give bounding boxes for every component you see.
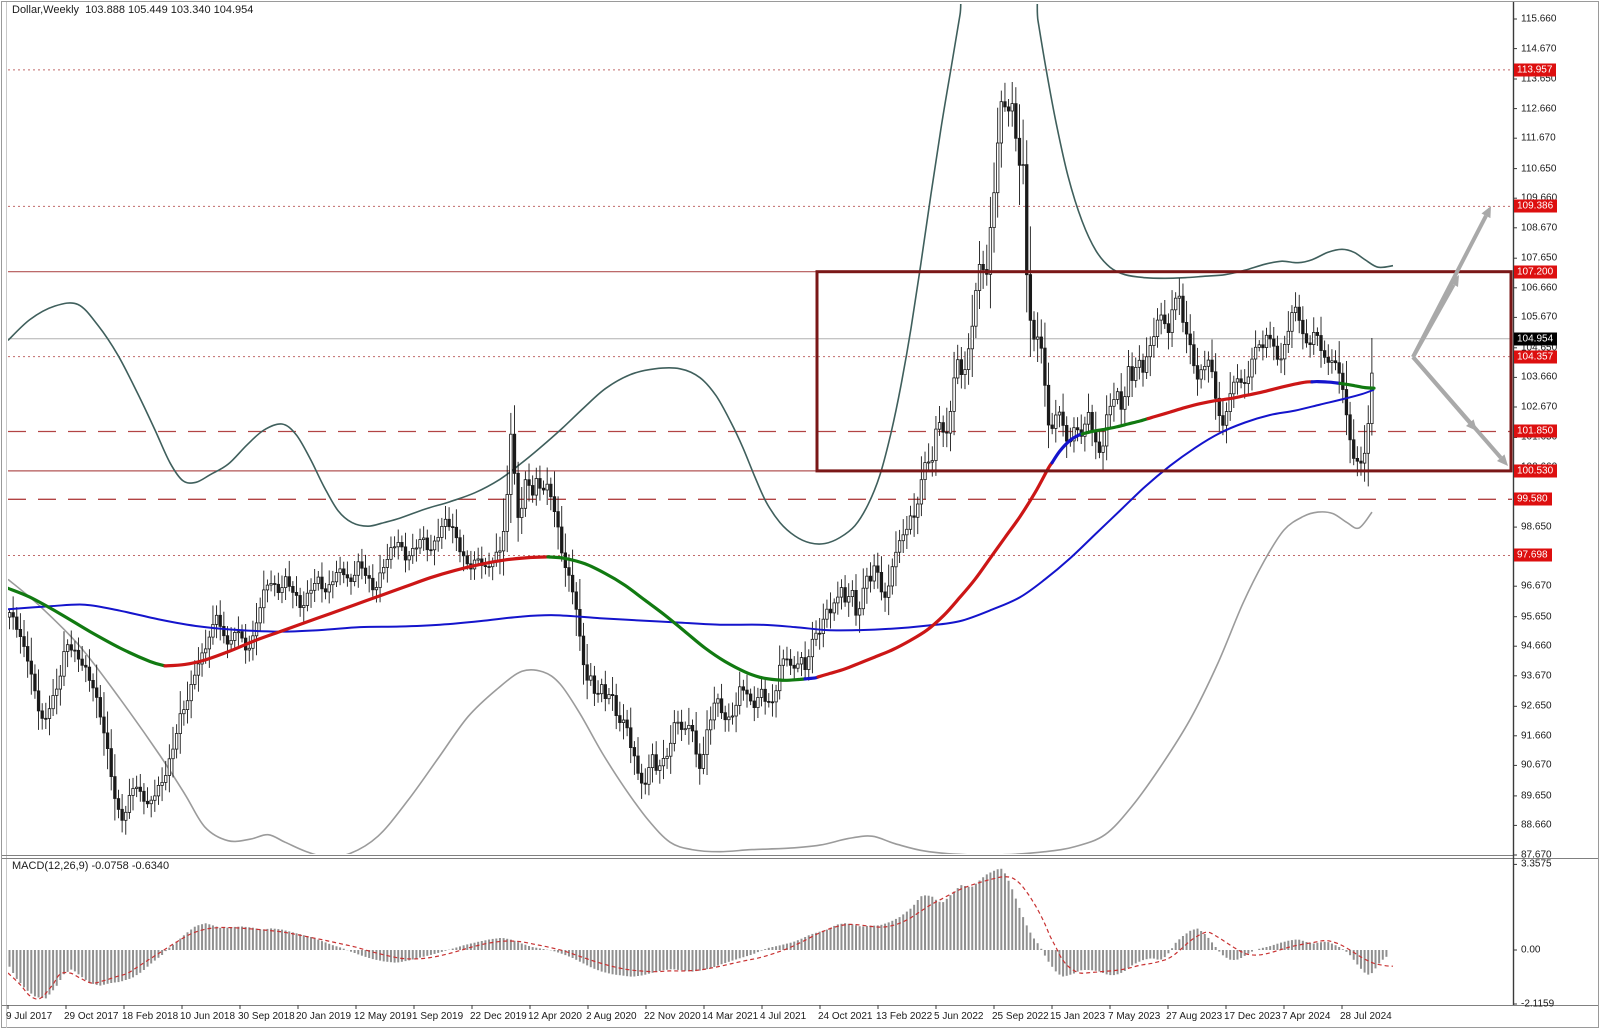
projection-arrows[interactable] xyxy=(1411,206,1508,466)
date-label-5: 20 Jan 2019 xyxy=(296,1011,352,1022)
arrow-line-3[interactable] xyxy=(1411,355,1503,460)
price-tick-104.650: 104.650 xyxy=(1521,342,1558,354)
current-price-label: 104.954 xyxy=(1514,332,1558,346)
arrow-head-icon xyxy=(1449,275,1459,287)
candles xyxy=(8,82,1374,835)
date-label-20: 27 Aug 2023 xyxy=(1166,1011,1223,1022)
date-label-7: 1 Sep 2019 xyxy=(412,1011,464,1022)
price-tick-91.660: 91.660 xyxy=(1521,730,1552,742)
level-price-label-109.386: 109.386 xyxy=(1514,199,1558,213)
date-label-0: 9 Jul 2017 xyxy=(6,1011,53,1022)
consolidation-box[interactable] xyxy=(815,270,1513,473)
arrow-line-1[interactable] xyxy=(1411,283,1456,358)
date-label-23: 28 Jul 2024 xyxy=(1340,1011,1392,1022)
ohlc-values: 103.888 105.449 103.340 104.954 xyxy=(85,4,254,16)
price-tick-92.650: 92.650 xyxy=(1521,700,1552,712)
main-panel[interactable] xyxy=(8,0,1513,857)
level-price-label-107.200: 107.200 xyxy=(1514,265,1558,279)
level-price-label-104.357: 104.357 xyxy=(1514,350,1558,364)
price-tick-95.650: 95.650 xyxy=(1521,611,1552,623)
ma-trend-segment-green xyxy=(1080,417,1150,436)
ma-trend-segment-green xyxy=(1338,381,1376,390)
level-price-label-113.957: 113.957 xyxy=(1514,63,1557,77)
price-tick-111.670: 111.670 xyxy=(1521,132,1556,144)
date-label-10: 2 Aug 2020 xyxy=(586,1011,637,1022)
price-tick-89.650: 89.650 xyxy=(1521,790,1552,802)
level-price-label-101.850: 101.850 xyxy=(1514,424,1558,438)
price-tick-115.660: 115.660 xyxy=(1521,13,1557,25)
price-tick-90.670: 90.670 xyxy=(1521,759,1552,771)
price-tick-87.670: 87.670 xyxy=(1521,849,1552,861)
price-tick-106.660: 106.660 xyxy=(1521,282,1558,294)
price-tick-112.660: 112.660 xyxy=(1521,103,1557,115)
macd-panel[interactable] xyxy=(8,868,1394,1000)
date-label-6: 12 May 2019 xyxy=(354,1011,412,1022)
price-tick-98.650: 98.650 xyxy=(1521,521,1552,533)
price-tick-108.670: 108.670 xyxy=(1521,222,1558,234)
axis-ticks xyxy=(7,18,1517,1009)
date-label-18: 15 Jan 2023 xyxy=(1050,1011,1106,1022)
date-label-15: 13 Feb 2022 xyxy=(876,1011,933,1022)
macd-tick-3.3575: 3.3575 xyxy=(1521,858,1552,870)
ma-trend-segment-green xyxy=(8,586,167,668)
date-label-12: 14 Mar 2021 xyxy=(702,1011,759,1022)
date-label-17: 25 Sep 2022 xyxy=(992,1011,1049,1022)
ma-trend-segment-red xyxy=(163,555,550,668)
date-label-8: 22 Dec 2019 xyxy=(470,1011,527,1022)
date-label-2: 18 Feb 2018 xyxy=(122,1011,179,1022)
price-tick-107.650: 107.650 xyxy=(1521,252,1558,264)
lower-band-line xyxy=(8,511,1373,854)
price-tick-113.650: 113.650 xyxy=(1521,73,1557,85)
date-label-3: 10 Jun 2018 xyxy=(180,1011,236,1022)
price-tick-96.670: 96.670 xyxy=(1521,580,1552,592)
price-tick-93.670: 93.670 xyxy=(1521,670,1552,682)
date-label-19: 7 May 2023 xyxy=(1108,1011,1161,1022)
arrow-head-icon xyxy=(1497,454,1508,466)
ma-trend-segment-blue xyxy=(1310,379,1342,385)
date-label-22: 7 Apr 2024 xyxy=(1282,1011,1331,1022)
ma-trend-segment-blue xyxy=(803,675,820,681)
date-label-1: 29 Oct 2017 xyxy=(64,1011,119,1022)
date-label-11: 22 Nov 2020 xyxy=(644,1011,701,1022)
date-label-21: 17 Dec 2023 xyxy=(1224,1011,1281,1022)
price-tick-110.650: 110.650 xyxy=(1521,163,1557,175)
date-label-4: 30 Sep 2018 xyxy=(238,1011,295,1022)
macd-signal-line xyxy=(8,876,1394,1000)
ma-trend-segment-red xyxy=(1146,380,1314,421)
arrow-head-icon xyxy=(1481,206,1491,219)
price-tick-88.660: 88.660 xyxy=(1521,819,1552,831)
date-label-16: 5 Jun 2022 xyxy=(934,1011,984,1022)
date-label-13: 4 Jul 2021 xyxy=(760,1011,807,1022)
ma-trend-segment-green xyxy=(546,555,807,682)
level-price-label-97.698: 97.698 xyxy=(1514,548,1552,562)
price-tick-109.660: 109.660 xyxy=(1521,192,1558,204)
macd-indicator-label: MACD(12,26,9) -0.0758 -0.6340 xyxy=(12,860,170,872)
macd-tick-0.00: 0.00 xyxy=(1521,944,1541,956)
level-price-label-100.530: 100.530 xyxy=(1514,464,1558,478)
symbol-name: Dollar,Weekly xyxy=(12,4,80,16)
price-tick-114.670: 114.670 xyxy=(1521,43,1557,55)
price-tick-102.670: 102.670 xyxy=(1521,401,1558,413)
price-tick-103.660: 103.660 xyxy=(1521,371,1558,383)
price-tick-105.670: 105.670 xyxy=(1521,311,1558,323)
level-price-label-99.580: 99.580 xyxy=(1514,492,1552,506)
date-label-14: 24 Oct 2021 xyxy=(818,1011,873,1022)
price-tick-94.660: 94.660 xyxy=(1521,640,1552,652)
macd-tick--2.1159: -2.1159 xyxy=(1521,998,1555,1010)
date-label-9: 12 Apr 2020 xyxy=(528,1011,582,1022)
upper-band-line xyxy=(8,4,1394,545)
ma-trend-segment-red xyxy=(816,461,1054,679)
ma-blue-line xyxy=(8,388,1375,633)
symbol-title: Dollar,Weekly 103.888 105.449 103.340 10… xyxy=(12,4,253,16)
